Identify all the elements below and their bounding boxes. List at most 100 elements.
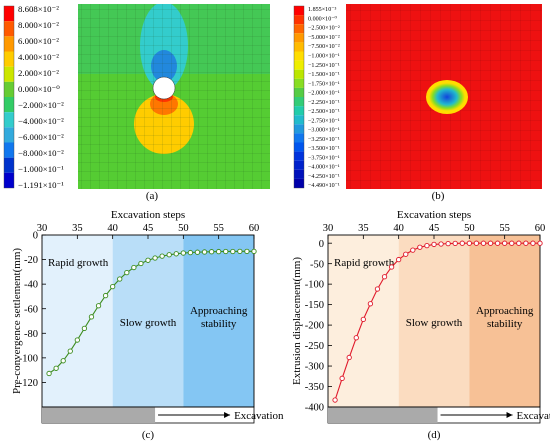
panel-c-y-tick-label: -120 [19, 378, 38, 389]
panel-b-legend: 1.855×10⁻³ 0.000×10⁻⁰ −2.500×10⁻² −5.000×10… [293, 5, 340, 189]
panel-a-contour: 8.608×10⁻² 8.000×10⁻² 6.000×10⁻² 4.000×10⁻²… [3, 4, 270, 202]
panel-a-legend-swatch [4, 51, 14, 67]
panel-d-data-point [332, 397, 338, 403]
panel-b-legend-label: −4.250×10⁻¹ [308, 173, 340, 180]
panel-c-data-point [117, 276, 123, 282]
panel-d-excavation-bar: Excavation [327, 406, 550, 424]
panel-c-x-tick-label: 55 [213, 223, 224, 234]
panel-c-ticks: 30 35 40 45 50 55 60 -120 -100 -80 -60 -40 -20 0 [19, 223, 260, 389]
panel-a-legend-swatch [4, 36, 14, 52]
panel-c-x-tick-label: 40 [107, 223, 118, 234]
panel-d-data-point [480, 240, 487, 246]
panel-d-data-point [403, 251, 409, 257]
panel-a-legend-swatch [4, 97, 14, 113]
panel-c-data-point [223, 248, 229, 255]
panel-c-data-point [102, 292, 109, 299]
panel-c-y-tick-label: -20 [24, 255, 38, 266]
panel-a-legend-swatch [4, 142, 14, 158]
panel-d-data-point [445, 240, 451, 247]
panel-b-legend-swatch [294, 115, 304, 125]
panel-d-data-point [374, 286, 381, 292]
panel-c-series [46, 248, 257, 377]
panel-b-legend-swatch [294, 6, 304, 16]
panel-b-legend-label: −2.500×10⁻¹ [308, 108, 340, 115]
panel-c-ylabel: Pre-convergence settlement(mm) [11, 248, 23, 394]
panel-d-y-tick-label: -300 [305, 362, 324, 373]
panel-d-region [398, 235, 470, 407]
panel-c-data-point [194, 249, 201, 255]
panel-c-region-label: Approaching [190, 305, 248, 317]
panel-d-data-point [396, 256, 402, 263]
panel-d-data-point [438, 241, 444, 247]
panel-b-legend-swatch [294, 33, 304, 43]
panel-b-legend-label: −4.490×10⁻¹ [308, 182, 340, 189]
panel-b-legend-swatch [294, 124, 304, 134]
panel-b-contour: 1.855×10⁻³ 0.000×10⁻⁰ −2.500×10⁻² −5.000×10… [293, 4, 542, 202]
panel-c-caption: (c) [142, 429, 155, 441]
panel-d-data-point [502, 240, 508, 246]
panel-b-field [346, 4, 542, 189]
panel-a-legend-swatch [4, 127, 14, 143]
panel-c-excavation-bar: Excavation [41, 406, 284, 424]
panel-d-data-point [410, 247, 416, 253]
panel-d-data-point [516, 240, 522, 246]
panel-d-data-point [367, 301, 374, 307]
panel-b-legend-label: −1.500×10⁻¹ [308, 71, 340, 78]
panel-a-legend-label: 6.000×10⁻² [18, 36, 59, 46]
panel-d-y-tick-label: 0 [319, 239, 324, 250]
panel-b-legend-label: −7.500×10⁻² [308, 43, 340, 50]
panel-c-xlabel: Excavation steps [111, 209, 185, 221]
panel-c-y-tick-label: -100 [19, 353, 38, 364]
panel-d-x-tick-label: 60 [535, 223, 546, 234]
panel-a-legend-swatch [4, 81, 14, 97]
panel-d-data-point [424, 242, 430, 249]
panel-a-legend-swatch [4, 6, 14, 22]
panel-a-legend-label: 8.608×10⁻² [18, 4, 59, 14]
panel-d-data-point [346, 354, 352, 361]
panel-d-data-point [487, 240, 494, 246]
panel-a-legend-label: 8.000×10⁻² [18, 20, 59, 30]
panel-d-region [469, 235, 540, 407]
panel-b-legend-swatch [294, 97, 304, 107]
panel-d-region-label: stability [487, 318, 523, 330]
panel-b-legend-label: −1.250×10⁻¹ [308, 62, 340, 69]
panel-d-y-tick-label: -100 [305, 280, 324, 291]
panel-c-x-tick-label: 30 [37, 223, 48, 234]
panel-b-legend-label: −4.000×10⁻¹ [308, 164, 340, 171]
panel-a-legend-label: 2.000×10⁻² [18, 68, 59, 78]
panel-c-data-point [166, 252, 172, 258]
panel-d-x-tick-label: 40 [393, 223, 404, 234]
panel-c-data-point [173, 251, 179, 257]
panel-b-legend-swatch [294, 151, 304, 161]
panel-d-x-tick-label: 55 [499, 223, 510, 234]
panel-d-data-point [466, 240, 472, 246]
panel-b-legend-label: −3.250×10⁻¹ [308, 136, 340, 143]
panel-c-x-tick-label: 45 [143, 223, 154, 234]
panel-d-x-tick-label: 35 [358, 223, 369, 234]
panel-a-caption: (a) [146, 190, 159, 202]
panel-b-legend-label: −1.750×10⁻¹ [308, 80, 340, 87]
panel-d-excavation-arrowhead [506, 412, 513, 418]
panel-d-data-point [353, 335, 359, 341]
panel-b-legend-label: −3.500×10⁻¹ [308, 145, 340, 152]
panel-c-data-point [244, 248, 250, 254]
panel-d-data-point [388, 264, 395, 270]
panel-c-x-tick-label: 35 [72, 223, 83, 234]
panel-a-legend-label: 0.000×10⁻⁰ [18, 84, 60, 94]
panel-d-region-label: Approaching [476, 305, 534, 317]
panel-b-legend-label: −5.000×10⁻² [308, 34, 340, 41]
panel-c-data-point [74, 337, 80, 343]
panel-c-y-tick-label: -60 [24, 304, 38, 315]
panel-d-data-point [509, 240, 515, 246]
panel-c-region [183, 235, 254, 407]
panel-b-legend-swatch [294, 69, 304, 79]
panel-a-legend-label: −4.000×10⁻² [18, 116, 64, 126]
panel-c-data-point [131, 264, 137, 271]
panel-c-y-tick-label: 0 [33, 231, 38, 242]
panel-b-legend-swatch [294, 42, 304, 52]
panel-d-data-point [494, 240, 501, 246]
panel-d-y-tick-label: -250 [305, 341, 324, 352]
panel-c-data-point [208, 249, 215, 255]
panel-c-data-point [159, 253, 165, 259]
